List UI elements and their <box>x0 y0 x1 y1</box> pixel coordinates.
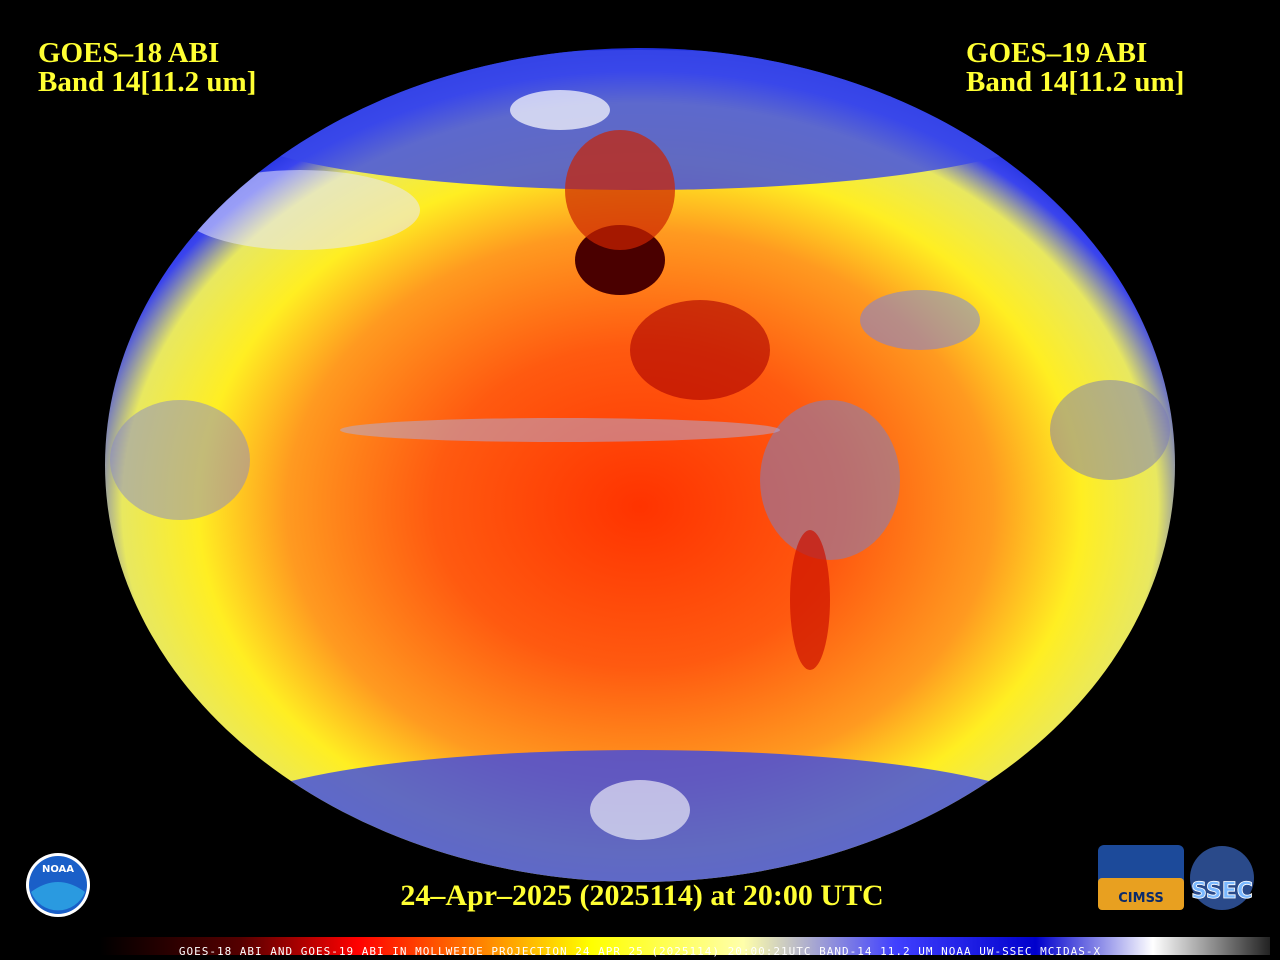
timestamp: 24–Apr–2025 (2025114) at 20:00 UTC <box>400 879 883 912</box>
earth-disk <box>105 48 1175 882</box>
noaa-text: NOAA <box>42 864 74 875</box>
left-satellite: GOES–18 ABI <box>38 37 219 69</box>
footer-caption: GOES-18 ABI AND GOES-19 ABI IN MOLLWEIDE… <box>179 945 1101 958</box>
cimss-text: CIMSS <box>1118 891 1163 906</box>
ssec-text: SSEC <box>1191 879 1253 904</box>
right-satellite: GOES–19 ABI <box>966 37 1147 69</box>
left-band: Band 14[11.2 um] <box>38 66 256 98</box>
noaa-logo: NOAA <box>26 853 90 917</box>
cimss-ssec-logo: CIMSS SSEC <box>1098 845 1254 910</box>
color-bar <box>100 937 1270 955</box>
right-band: Band 14[11.2 um] <box>966 66 1184 98</box>
